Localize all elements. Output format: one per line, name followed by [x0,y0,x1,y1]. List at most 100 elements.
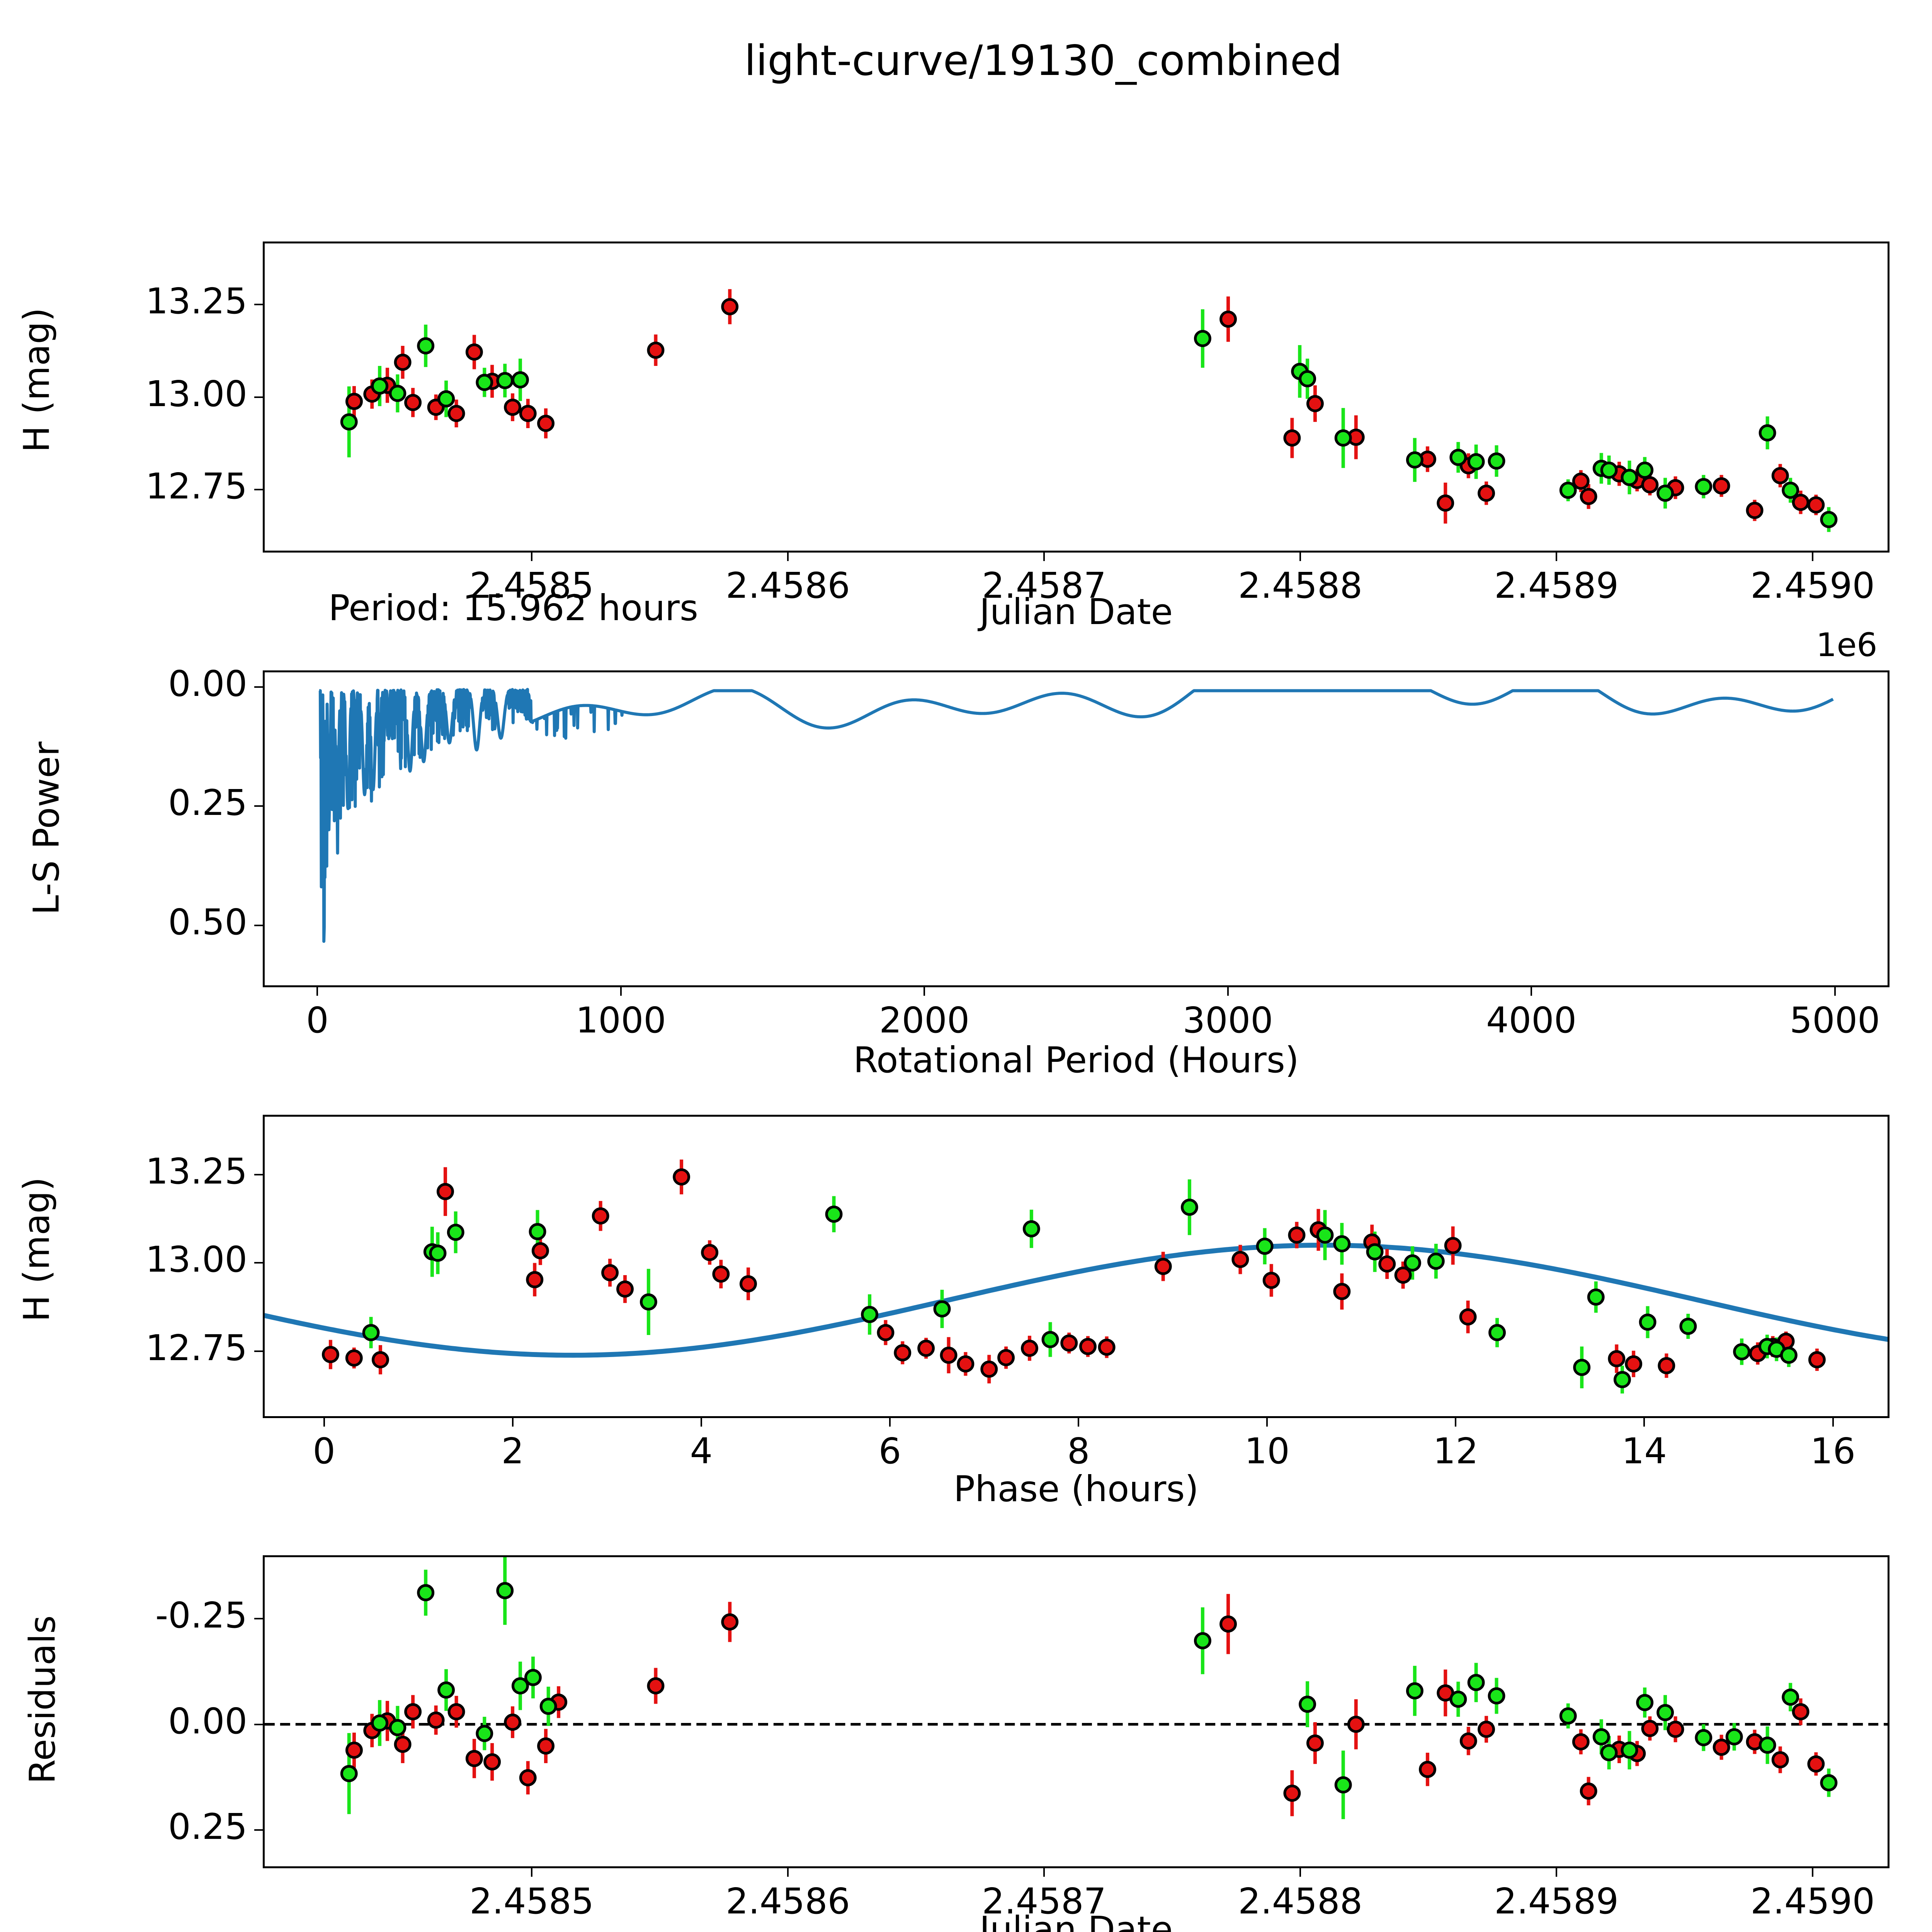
datapoint-green [524,1669,542,1686]
x-tick-label: 0 [306,1000,329,1041]
x-tick-label: 14 [1621,1430,1667,1472]
datapoint-green [371,377,389,395]
y-tick-mark [254,303,263,305]
panel-periodogram [263,670,1889,987]
x-tick-mark [323,1418,325,1427]
datapoint-red [877,1324,895,1341]
datapoint-red [1478,485,1495,502]
datapoint-green [1656,1704,1674,1721]
datapoint-red [447,1703,465,1721]
y-tick-label: 12.75 [145,1327,247,1369]
datapoint-green [1782,1688,1799,1706]
datapoint-red [894,1344,912,1362]
datapoint-green [1488,1687,1505,1705]
datapoint-red [712,1265,730,1283]
datapoint-green [1022,1220,1040,1238]
datapoint-red [673,1168,690,1186]
datapoint-red [940,1347,957,1364]
datapoint-green [1299,370,1316,388]
datapoint-red [372,1351,389,1369]
datapoint-red [1478,1721,1495,1738]
x-tick-label: 8 [1067,1430,1090,1472]
y-tick-mark [254,396,263,398]
datapoint-red [740,1275,757,1293]
datapoint-green [1725,1728,1743,1746]
x-tick-mark [700,1418,702,1427]
x-tick-mark [1078,1418,1080,1427]
datapoint-green [1449,449,1467,466]
x-tick-mark [1455,1418,1457,1427]
x-tick-mark [531,553,533,561]
datapoint-green [447,1223,464,1241]
datapoint-red [1283,429,1301,447]
datapoint-green [1180,1199,1198,1216]
datapoint-green [1639,1313,1656,1331]
y-tick-label: 0.25 [168,782,247,824]
datapoint-red [647,1677,665,1695]
datapoint-green [1820,1774,1838,1792]
datapoint-red [1231,1251,1249,1268]
datapoint-red [1572,1733,1590,1751]
y-tick-label: 0.25 [168,1806,247,1848]
x-tick-mark [1556,1868,1558,1877]
y-tick-mark [254,489,263,491]
x-tick-label: 10 [1244,1430,1290,1472]
datapoint-red [1394,1266,1412,1284]
x-tick-mark [1299,553,1301,561]
x-tick-label: 2.4589 [1494,565,1619,606]
period-annotation: Period: 15.962 hours [328,587,698,629]
datapoint-red [1641,1720,1659,1737]
datapoint-green [1587,1288,1605,1306]
datapoint-green [1621,1742,1638,1759]
datapoint-green [1467,453,1485,471]
x-tick-mark [1531,987,1532,996]
x-tick-label: 1000 [575,1000,666,1041]
datapoint-green [1780,1347,1798,1364]
datapoint-red [721,298,739,315]
residuals-data-layer [265,1557,1888,1819]
datapoint-red [1444,1237,1462,1254]
x-tick-mark [1299,1868,1301,1877]
y-tick-label: -0.25 [155,1595,247,1636]
datapoint-red [1060,1334,1078,1352]
x-tick-label: 2.4587 [982,565,1107,606]
x-tick-label: 2.4587 [982,1881,1107,1922]
datapoint-red [1306,1734,1324,1752]
datapoint-green [1334,429,1352,447]
datapoint-red [1288,1226,1306,1244]
x-tick-label: 4 [690,1430,713,1472]
datapoint-red [1713,1738,1730,1756]
x-tick-mark [1043,553,1045,561]
y-tick-label: 13.25 [145,1151,247,1192]
datapoint-green [1679,1318,1697,1335]
x-tick-mark [620,987,622,996]
y-tick-mark [254,924,263,926]
datapoint-green [1194,330,1211,347]
x-tick-mark [1043,1868,1045,1877]
datapoint-green [476,1725,493,1742]
datapoint-red [1333,1283,1351,1300]
datapoint-green [1406,1682,1423,1700]
datapoint-green [389,1719,406,1736]
datapoint-red [1306,395,1324,412]
datapoint-red [447,405,465,422]
datapoint-green [1656,485,1674,502]
panel-phase-folded [263,1115,1889,1418]
datapoint-green [1299,1696,1316,1713]
x-tick-label: 12 [1433,1430,1478,1472]
datapoint-red [437,1183,454,1200]
datapoint-red [345,393,363,410]
x-tick-label: 2.4588 [1238,1881,1363,1922]
datapoint-red [1079,1338,1097,1355]
panel-lightcurve-xlabel: Julian Date [979,591,1173,633]
x-tick-label: 16 [1810,1430,1856,1472]
datapoint-red [601,1264,619,1281]
datapoint-green [1636,461,1654,479]
datapoint-green [639,1293,657,1311]
datapoint-red [1283,1784,1301,1802]
x-tick-label: 3000 [1182,1000,1273,1041]
datapoint-red [321,1346,339,1363]
datapoint-green [340,413,358,431]
datapoint-red [531,1242,549,1260]
datapoint-red [537,415,555,432]
